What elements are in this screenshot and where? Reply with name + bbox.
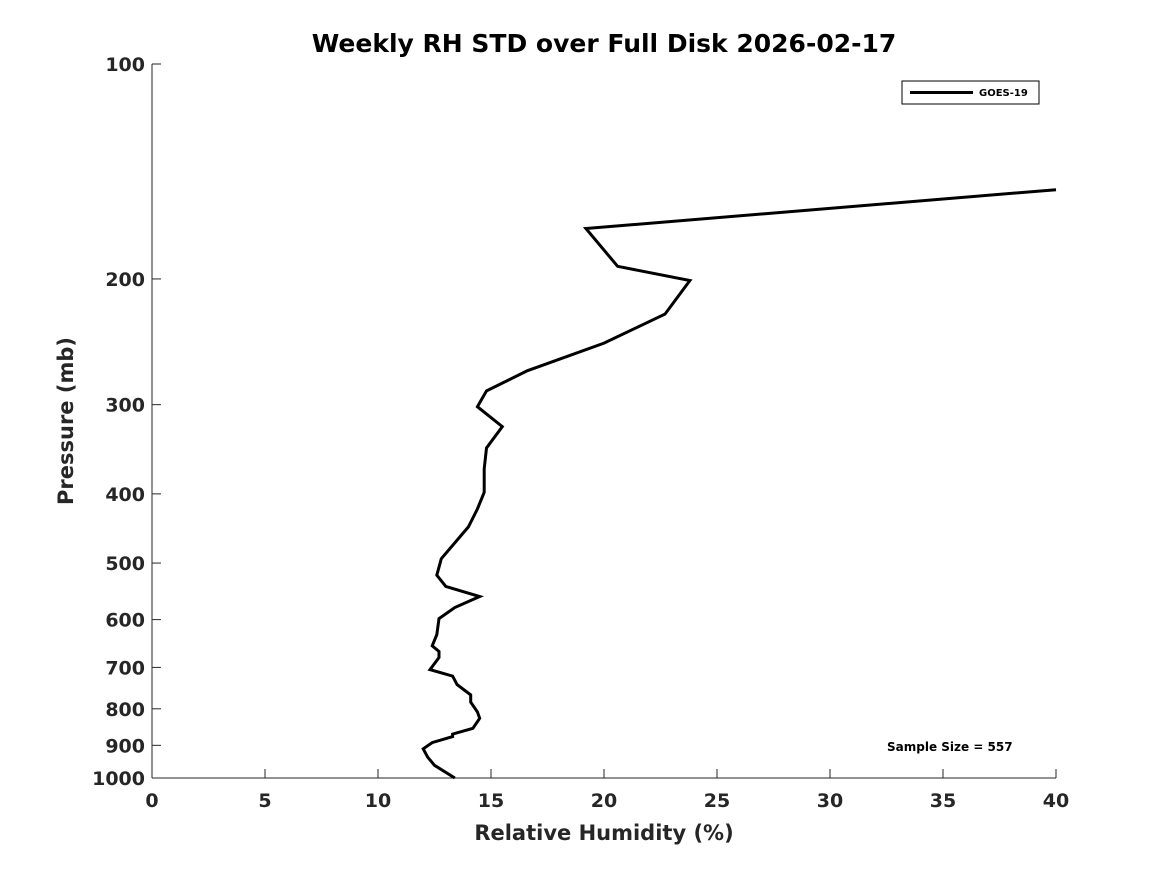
y-tick-label: 800: [105, 699, 145, 721]
y-tick-label: 500: [105, 553, 145, 575]
sample-size-note: Sample Size = 557: [887, 740, 1013, 754]
y-ticks: 100 200 300 400 500 600 700 800 900 1000: [92, 54, 161, 790]
x-tick-label: 10: [365, 790, 391, 812]
y-tick-label: 700: [105, 657, 145, 679]
x-ticks: 0 5 10 15 20 25 30 35 40: [145, 769, 1069, 812]
series-line-goes-19: [421, 188, 1057, 780]
axes: [151, 64, 1056, 779]
x-axis-label: Relative Humidity (%): [474, 821, 733, 845]
x-tick-label: 15: [478, 790, 504, 812]
legend: GOES-19: [901, 80, 1040, 105]
y-axis-label: Pressure (mb): [54, 337, 78, 505]
y-tick-label: 400: [105, 484, 145, 506]
x-tick-label: 0: [145, 790, 158, 812]
chart-title: Weekly RH STD over Full Disk 2026-02-17: [312, 29, 897, 58]
x-tick-label: 30: [817, 790, 843, 812]
y-tick-label: 100: [105, 54, 145, 76]
y-tick-label: 1000: [92, 768, 145, 790]
y-tick-label: 900: [105, 735, 145, 757]
x-tick-label: 20: [591, 790, 617, 812]
y-tick-label: 200: [105, 269, 145, 291]
y-tick-label: 300: [105, 395, 145, 417]
legend-label-goes-19: GOES-19: [979, 88, 1028, 99]
y-tick-label: 600: [105, 610, 145, 632]
x-tick-label: 25: [704, 790, 730, 812]
series-layer: [421, 188, 1057, 780]
x-tick-label: 40: [1043, 790, 1069, 812]
x-tick-label: 35: [930, 790, 956, 812]
x-tick-label: 5: [258, 790, 271, 812]
